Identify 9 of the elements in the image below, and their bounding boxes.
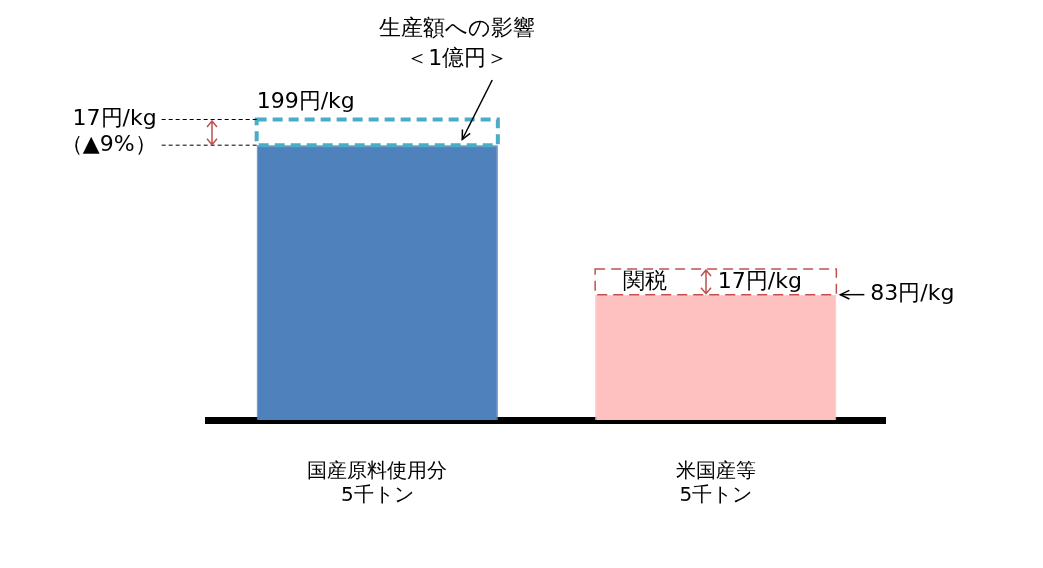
x-tick-label: 国産原料使用分 5千トン xyxy=(307,458,448,507)
data-label: 17円/kg （▲9%） xyxy=(60,105,157,157)
text: ＜1億円＞ xyxy=(406,44,509,70)
data-label: 17円/kg xyxy=(717,267,802,293)
annotation: 関税 xyxy=(623,267,668,293)
total-label: 199円/kg xyxy=(256,88,355,114)
x-tick-label: 米国産等 5千トン xyxy=(675,458,756,507)
data-label: 83円/kg xyxy=(870,280,955,306)
text: 生産額への影響 xyxy=(379,14,536,40)
